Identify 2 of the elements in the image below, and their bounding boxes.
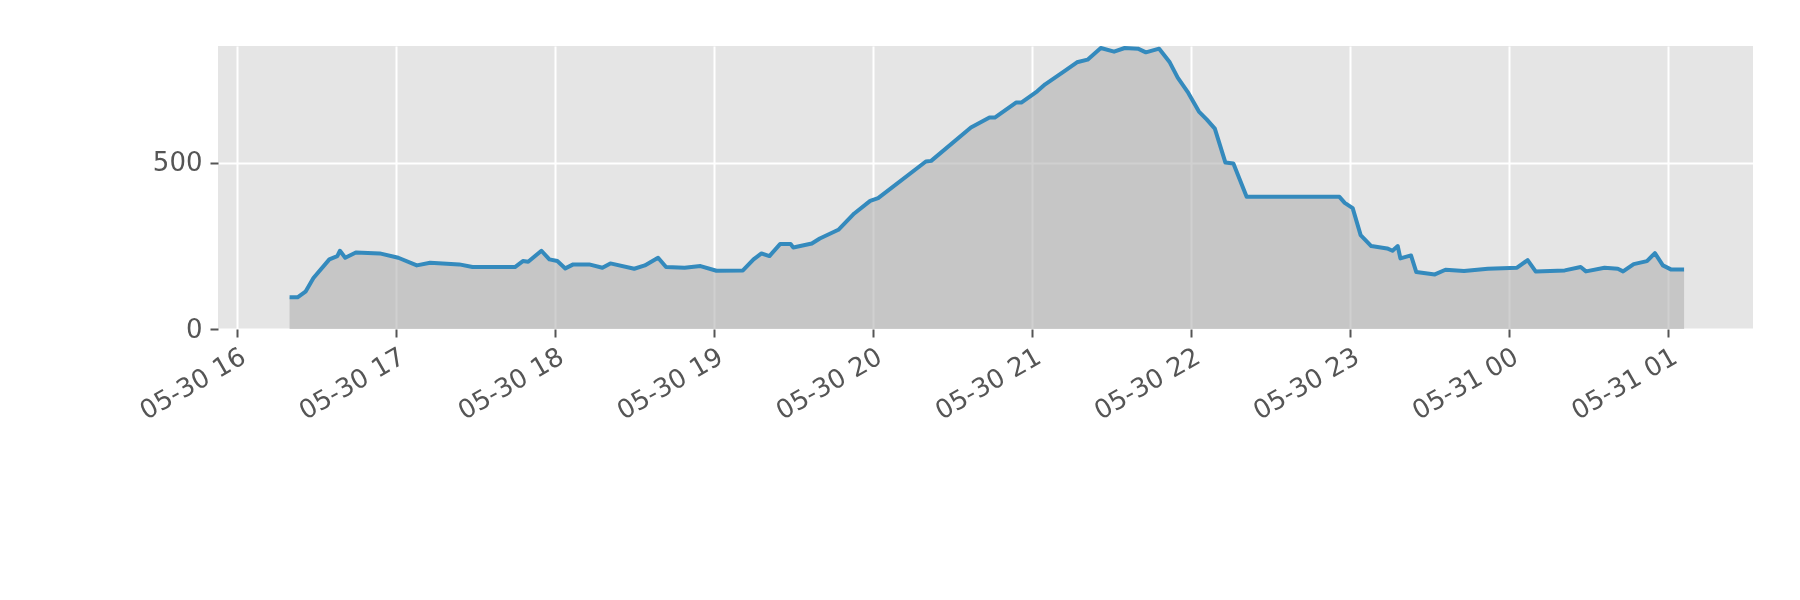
y-tick-label: 500 [152, 147, 203, 178]
y-tick-label: 0 [185, 313, 203, 344]
